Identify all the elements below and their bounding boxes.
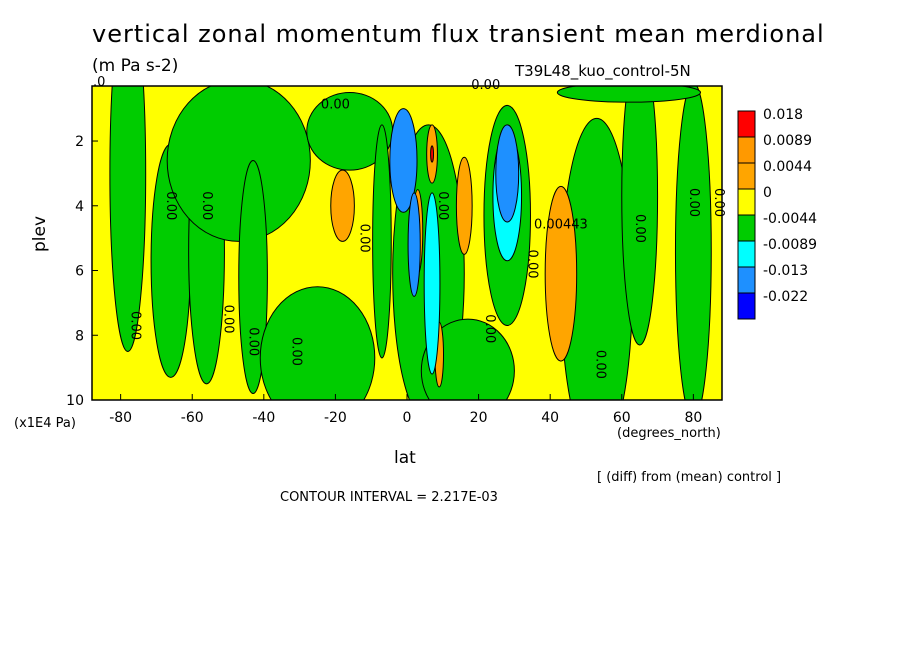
run-label: T39L48_kuo_control-5N: [515, 62, 691, 80]
contour-region: [420, 318, 515, 400]
colorbar-swatch: [737, 162, 756, 190]
colorbar-swatch: [737, 214, 756, 242]
colorbar-label: -0.0089: [763, 237, 817, 253]
contour-label: 0.00: [711, 188, 726, 217]
y-axis-unit: (x1E4 Pa): [14, 416, 76, 431]
colorbar-label: 0.0044: [763, 159, 812, 175]
y-tick-label: 6: [75, 264, 84, 280]
contour-region: [372, 124, 392, 359]
x-tick-label: 0: [403, 410, 412, 426]
contour-region: [407, 192, 421, 297]
y-tick-label: 4: [75, 199, 84, 215]
x-tick-label: -80: [109, 410, 132, 426]
contour-label: 0.00: [163, 191, 178, 220]
contour-label: 0.00: [321, 98, 350, 113]
colorbar-label: 0.0089: [763, 133, 812, 149]
contour-label: 0.00: [220, 305, 235, 334]
chart-subtitle: (m Pa s-2): [92, 56, 179, 76]
y-tick-label: 2: [75, 134, 84, 150]
colorbar-swatch: [737, 136, 756, 164]
x-axis-unit: (degrees_north): [617, 426, 721, 441]
contour-region: [109, 86, 147, 352]
contour-labels: .0 0.00 0.00 0.00 0.00 0.00 0.00 0.00 0.00 0.00 0.…: [93, 75, 726, 379]
colorbar-swatch: [737, 266, 756, 294]
contour-region: [166, 86, 311, 242]
contour-region: [330, 169, 355, 242]
contour-label: 0.00: [199, 191, 214, 220]
contour-region: [430, 145, 434, 163]
difference-note: [ (diff) from (mean) control ]: [597, 470, 782, 485]
x-tick-label: 60: [613, 410, 631, 426]
colorbar: 0.018 0.0089 0.0044 0 -0.0044 -0.0089 -0.013 -0…: [737, 107, 817, 320]
colorbar-label: -0.013: [763, 263, 808, 279]
colorbar-swatch: [737, 240, 756, 268]
contour-label: 0.00: [246, 327, 261, 356]
contour-label: 0.00: [356, 224, 371, 253]
contour-region: [455, 156, 473, 255]
colorbar-label: 0: [763, 185, 772, 201]
colorbar-swatch: [737, 188, 756, 216]
contour-region: [674, 86, 712, 400]
contour-label: 0.00: [288, 337, 303, 366]
contour-region: [544, 185, 578, 362]
x-tick-label: -20: [324, 410, 347, 426]
contour-label: 0.00: [482, 314, 497, 343]
x-tick-label: 20: [470, 410, 488, 426]
x-tick-label: -40: [252, 410, 275, 426]
contour-region: [556, 86, 702, 103]
x-tick-label: 80: [684, 410, 702, 426]
contour-region: [423, 192, 441, 375]
x-axis-label: lat: [394, 448, 416, 468]
y-tick-label: 8: [75, 328, 84, 344]
contour-region: [621, 86, 659, 346]
contour-region: [259, 286, 376, 400]
colorbar-swatch: [737, 292, 756, 320]
contour-label: 0.00: [593, 350, 608, 379]
contour-label: 0.00: [127, 311, 142, 340]
contour-label: 0.00: [632, 214, 647, 243]
chart-title: vertical zonal momentum flux transient m…: [92, 20, 825, 48]
colorbar-label: 0.018: [763, 107, 803, 123]
contour-region: [389, 108, 418, 213]
colorbar-label: -0.0044: [763, 211, 817, 227]
x-tick-label: -60: [181, 410, 204, 426]
contour-label: 0.00: [435, 191, 450, 220]
colorbar-label: -0.022: [763, 289, 808, 305]
contour-label: 0.00: [525, 250, 540, 279]
x-tick-label: 40: [541, 410, 559, 426]
plot-fill: [92, 86, 722, 400]
y-tick-label: 10: [66, 393, 84, 409]
colorbar-swatch: [737, 110, 756, 138]
axes: -80 -60 -40 -20 0 20 40 60 80 2 4 6 8 10: [66, 85, 723, 426]
contour-label: .0: [93, 75, 105, 90]
contour-region: [495, 124, 520, 223]
contour-label: 0.00: [686, 188, 701, 217]
contour-interval: CONTOUR INTERVAL = 2.217E-03: [280, 490, 498, 505]
contour-label: 0.00443: [534, 217, 588, 232]
contour-region: [238, 159, 268, 395]
